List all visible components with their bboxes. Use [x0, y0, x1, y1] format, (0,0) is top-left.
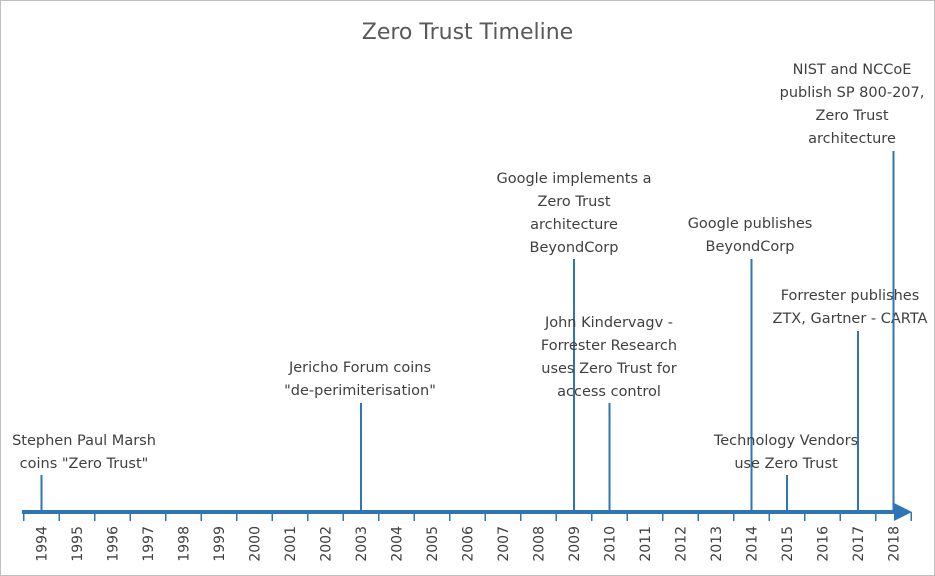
event-label-line: Stephen Paul Marsh — [12, 433, 156, 449]
chart-title: Zero Trust Timeline — [361, 20, 574, 45]
axis-arrow — [894, 503, 912, 521]
event-label: John Kindervagv - Forrester Research uses … — [541, 315, 677, 400]
year-tick-label: 2002 — [319, 526, 335, 562]
event-label-line: "de-perimiterisation" — [284, 383, 436, 399]
year-tick-label: 2017 — [851, 526, 867, 562]
year-tick-label: 1997 — [141, 526, 157, 562]
year-tick-label: 2018 — [887, 526, 903, 562]
year-tick-label: 1996 — [106, 526, 122, 562]
year-tick-label: 2005 — [425, 526, 441, 562]
year-tick-label: 2015 — [780, 526, 796, 562]
year-tick-label: 2010 — [603, 526, 619, 562]
event-label-line: BeyondCorp — [706, 239, 795, 255]
event-label-line: architecture — [530, 217, 618, 233]
event-label: Stephen Paul Marsh coins "Zero Trust" — [12, 433, 156, 472]
event-label: Google publishes BeyondCorp — [688, 216, 813, 255]
event-label-line: access control — [557, 384, 661, 400]
year-tick-label: 2012 — [674, 526, 690, 562]
year-tick-label: 2000 — [248, 526, 264, 562]
event-label-line: ZTX, Gartner - CARTA — [773, 311, 928, 327]
event-label: NIST and NCCoE publish SP 800-207, Zero Tr… — [780, 62, 925, 147]
event-label-line: Zero Trust — [815, 108, 888, 124]
event-label: Technology Vendors use Zero Trust — [713, 433, 858, 472]
event-label-line: Forrester publishes — [781, 288, 920, 304]
year-tick-label: 1998 — [177, 526, 193, 562]
event-label-line: Google implements a — [496, 171, 651, 187]
year-tick-label: 2008 — [532, 526, 548, 562]
event-label-line: NIST and NCCoE — [793, 62, 912, 78]
event-label-line: Technology Vendors — [713, 433, 858, 449]
year-tick-label: 1995 — [70, 526, 86, 562]
year-tick-label: 1994 — [35, 526, 51, 562]
year-tick-label: 2009 — [567, 526, 583, 562]
year-tick-label: 2011 — [638, 526, 654, 562]
event-label-line: publish SP 800-207, — [780, 85, 925, 101]
event-label-line: coins "Zero Trust" — [20, 456, 149, 472]
year-tick-label: 2003 — [354, 526, 370, 562]
year-tick-label: 1999 — [212, 526, 228, 562]
year-tick-label: 2007 — [496, 526, 512, 562]
year-tick-label: 2014 — [745, 526, 761, 562]
event-label-line: John Kindervagv - — [544, 315, 673, 331]
year-tick-label: 2006 — [461, 526, 477, 562]
year-tick-label: 2001 — [283, 526, 299, 562]
event-label-line: Zero Trust — [537, 194, 610, 210]
year-tick-label: 2013 — [709, 526, 725, 562]
event-label: Forrester publishes ZTX, Gartner - CARTA — [773, 288, 928, 327]
event-label-line: Google publishes — [688, 216, 813, 232]
event-label-line: Forrester Research — [541, 338, 677, 354]
year-tick-label: 2004 — [390, 526, 406, 562]
event-label: Google implements a Zero Trust architectur… — [496, 171, 651, 256]
year-tick-label: 2016 — [816, 526, 832, 562]
event-label-line: uses Zero Trust for — [541, 361, 677, 377]
event-label-line: Jericho Forum coins — [288, 360, 431, 376]
event-label-line: architecture — [808, 131, 896, 147]
event-label-line: BeyondCorp — [530, 240, 619, 256]
event-label-line: use Zero Trust — [734, 456, 838, 472]
event-label: Jericho Forum coins "de-perimiterisation" — [284, 360, 436, 399]
